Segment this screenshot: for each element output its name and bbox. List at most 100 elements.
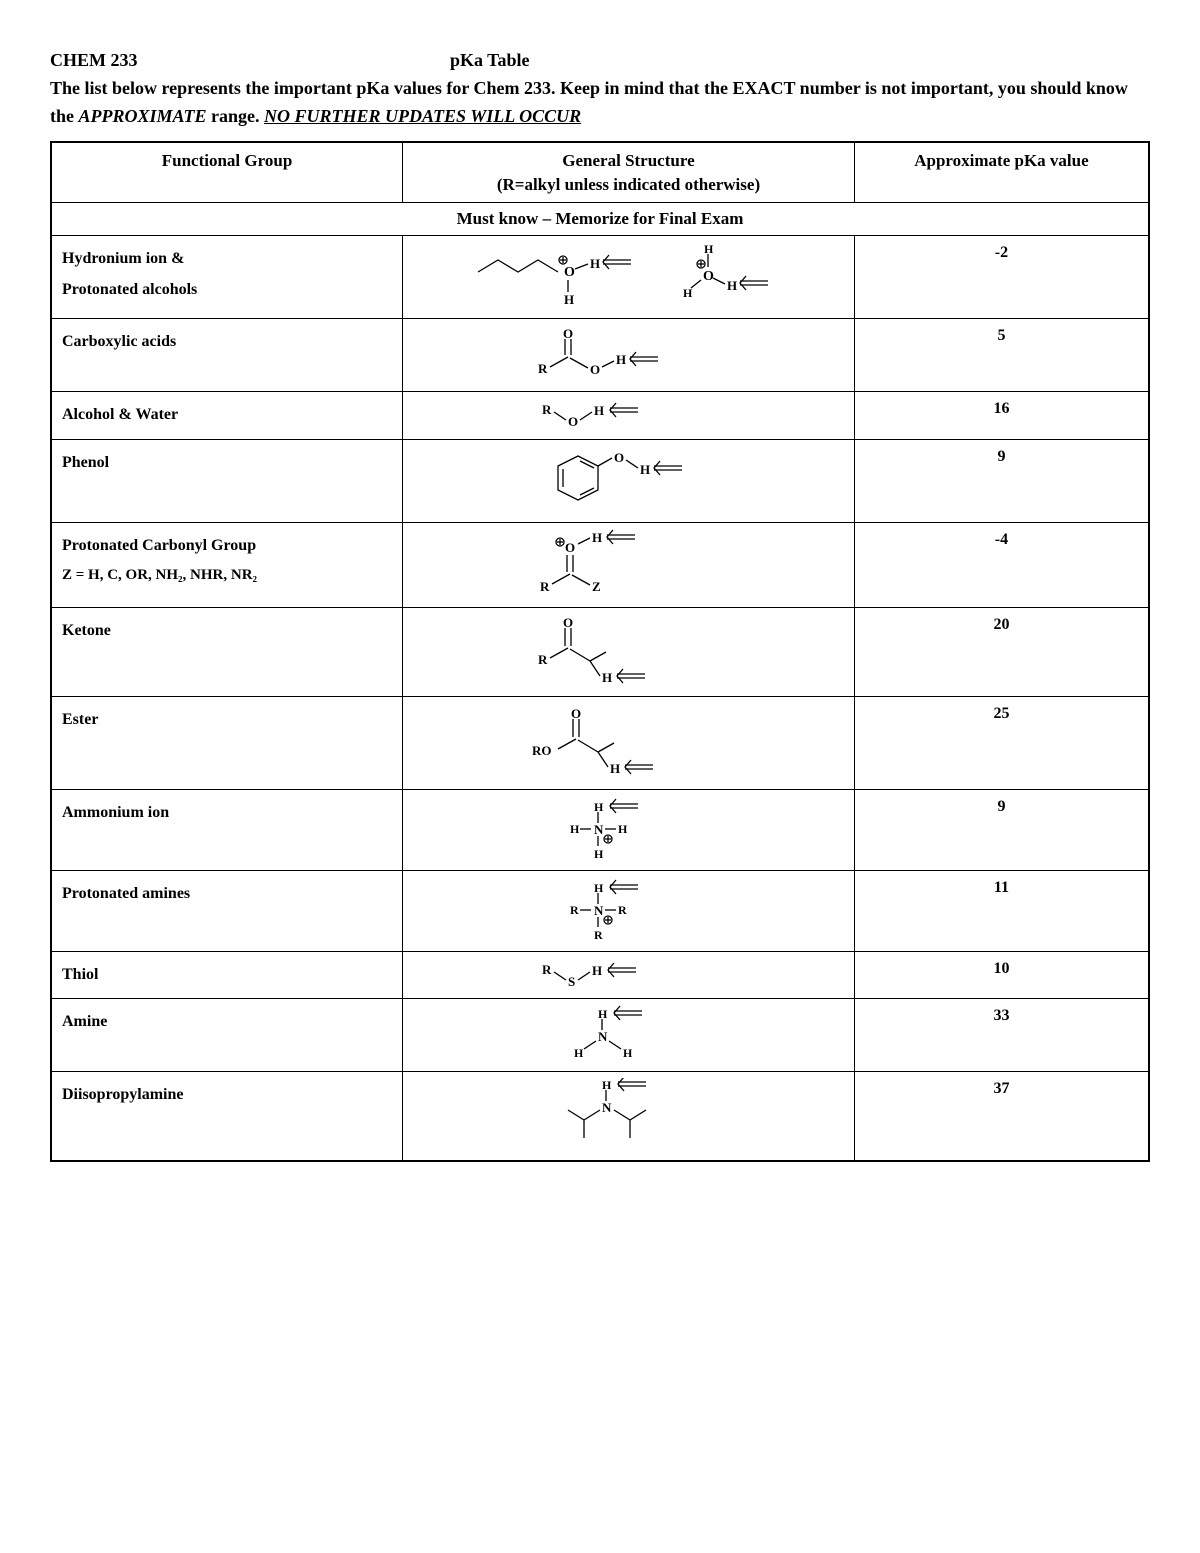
col-structure: General Structure (R=alkyl unless indica… [403,142,855,203]
section-row: Must know – Memorize for Final Exam [51,203,1149,236]
intro-italic: APPROXIMATE [79,106,207,126]
structure-svg: N H R R R [528,877,728,945]
fg-cell: Diisopropylamine [51,1072,403,1162]
structure-svg: N H [518,1078,738,1154]
svg-text:O: O [563,326,573,341]
structure-cell: R O H [403,607,855,696]
pka-cell: 16 [854,392,1149,439]
svg-text:H: H [704,242,714,256]
svg-text:R: R [542,962,552,977]
intro-part2: range. [207,106,265,126]
table-row: Hydronium ion & Protonated alcohols O H [51,236,1149,319]
structure-svg: R O H [528,398,728,432]
svg-text:H: H [570,822,580,836]
col-structure-line2: (R=alkyl unless indicated otherwise) [497,175,760,194]
svg-text:N: N [598,1029,608,1044]
table-row: Carboxylic acids R O O H 5 [51,319,1149,392]
table-row: Phenol O H 9 [51,439,1149,522]
table-row: Diisopropylamine N H [51,1072,1149,1162]
structure-svg: R O H [528,614,728,690]
structure-cell: R S H [403,951,855,998]
svg-text:R: R [542,402,552,417]
svg-text:O: O [703,269,714,284]
svg-text:H: H [574,1046,584,1060]
fg-cell: Carboxylic acids [51,319,403,392]
pka-cell: 20 [854,607,1149,696]
structure-cell: N H [403,1072,855,1162]
header-row: Functional Group General Structure (R=al… [51,142,1149,203]
pka-cell: 9 [854,439,1149,522]
fg-cell: Ester [51,696,403,789]
structure-svg: N H H H [528,1005,728,1065]
pka-cell: 11 [854,870,1149,951]
svg-text:Z: Z [592,579,601,594]
table-row: Ester RO O H 25 [51,696,1149,789]
fg-line2: Protonated alcohols [62,275,392,305]
table-row: Ammonium ion N H H H H 9 [51,789,1149,870]
fg-line1: Protonated Carbonyl Group [62,531,392,561]
structure-cell: R O O H [403,319,855,392]
svg-text:H: H [594,847,604,861]
pka-cell: 33 [854,999,1149,1072]
fg-cell: Amine [51,999,403,1072]
page-title: pKa Table [430,50,1150,71]
svg-text:RO: RO [532,743,552,758]
svg-text:R: R [540,579,550,594]
intro-underline: NO FURTHER UPDATES WILL OCCUR [264,106,581,126]
pka-cell: 25 [854,696,1149,789]
svg-text:N: N [602,1100,612,1115]
intro-text: The list below represents the important … [50,75,1150,131]
structure-svg: R O H Z [528,529,728,601]
structure-cell: R O H [403,392,855,439]
table-row: Protonated amines N H R R R 11 [51,870,1149,951]
svg-text:H: H [590,256,600,271]
svg-text:H: H [592,963,602,978]
pka-cell: 37 [854,1072,1149,1162]
pka-cell: 10 [854,951,1149,998]
fg-line2: Z = H, C, OR, NH₂, NHR, NR₂ [62,561,392,590]
svg-text:N: N [594,822,604,837]
table-row: Amine N H H H 33 [51,999,1149,1072]
structure-svg: R O O H [528,325,728,385]
fg-line1: Hydronium ion & [62,244,392,274]
page-header: CHEM 233 pKa Table [50,50,1150,71]
section-heading: Must know – Memorize for Final Exam [51,203,1149,236]
svg-text:O: O [614,450,624,465]
svg-text:H: H [592,530,602,545]
svg-text:H: H [683,286,693,300]
structure-svg: N H H H H [528,796,728,864]
fg-cell: Thiol [51,951,403,998]
pka-cell: -2 [854,236,1149,319]
svg-text:H: H [602,1078,612,1092]
svg-text:S: S [568,974,575,989]
structure-cell: O H H O H H [403,236,855,319]
svg-text:H: H [602,670,612,685]
structure-cell: N H H H H [403,789,855,870]
course-code: CHEM 233 [50,50,430,71]
svg-text:H: H [640,462,650,477]
structure-svg: O H H O H H [468,242,788,312]
svg-text:N: N [594,903,604,918]
svg-text:O: O [564,265,575,280]
col-pka: Approximate pKa value [854,142,1149,203]
svg-text:H: H [598,1007,608,1021]
col-functional-group: Functional Group [51,142,403,203]
pka-table: Functional Group General Structure (R=al… [50,141,1150,1162]
fg-cell: Ammonium ion [51,789,403,870]
svg-text:R: R [618,903,627,917]
svg-text:R: R [594,928,603,942]
table-row: Alcohol & Water R O H 16 [51,392,1149,439]
structure-cell: N H H H [403,999,855,1072]
svg-text:H: H [594,881,604,895]
table-row: Protonated Carbonyl Group Z = H, C, OR, … [51,522,1149,607]
fg-cell: Ketone [51,607,403,696]
structure-cell: N H R R R [403,870,855,951]
svg-text:R: R [538,361,548,376]
structure-svg: O H [518,446,738,516]
svg-text:H: H [618,822,628,836]
structure-svg: RO O H [528,703,728,783]
fg-cell: Alcohol & Water [51,392,403,439]
svg-text:H: H [727,278,737,293]
svg-text:O: O [563,615,573,630]
fg-cell: Protonated Carbonyl Group Z = H, C, OR, … [51,522,403,607]
